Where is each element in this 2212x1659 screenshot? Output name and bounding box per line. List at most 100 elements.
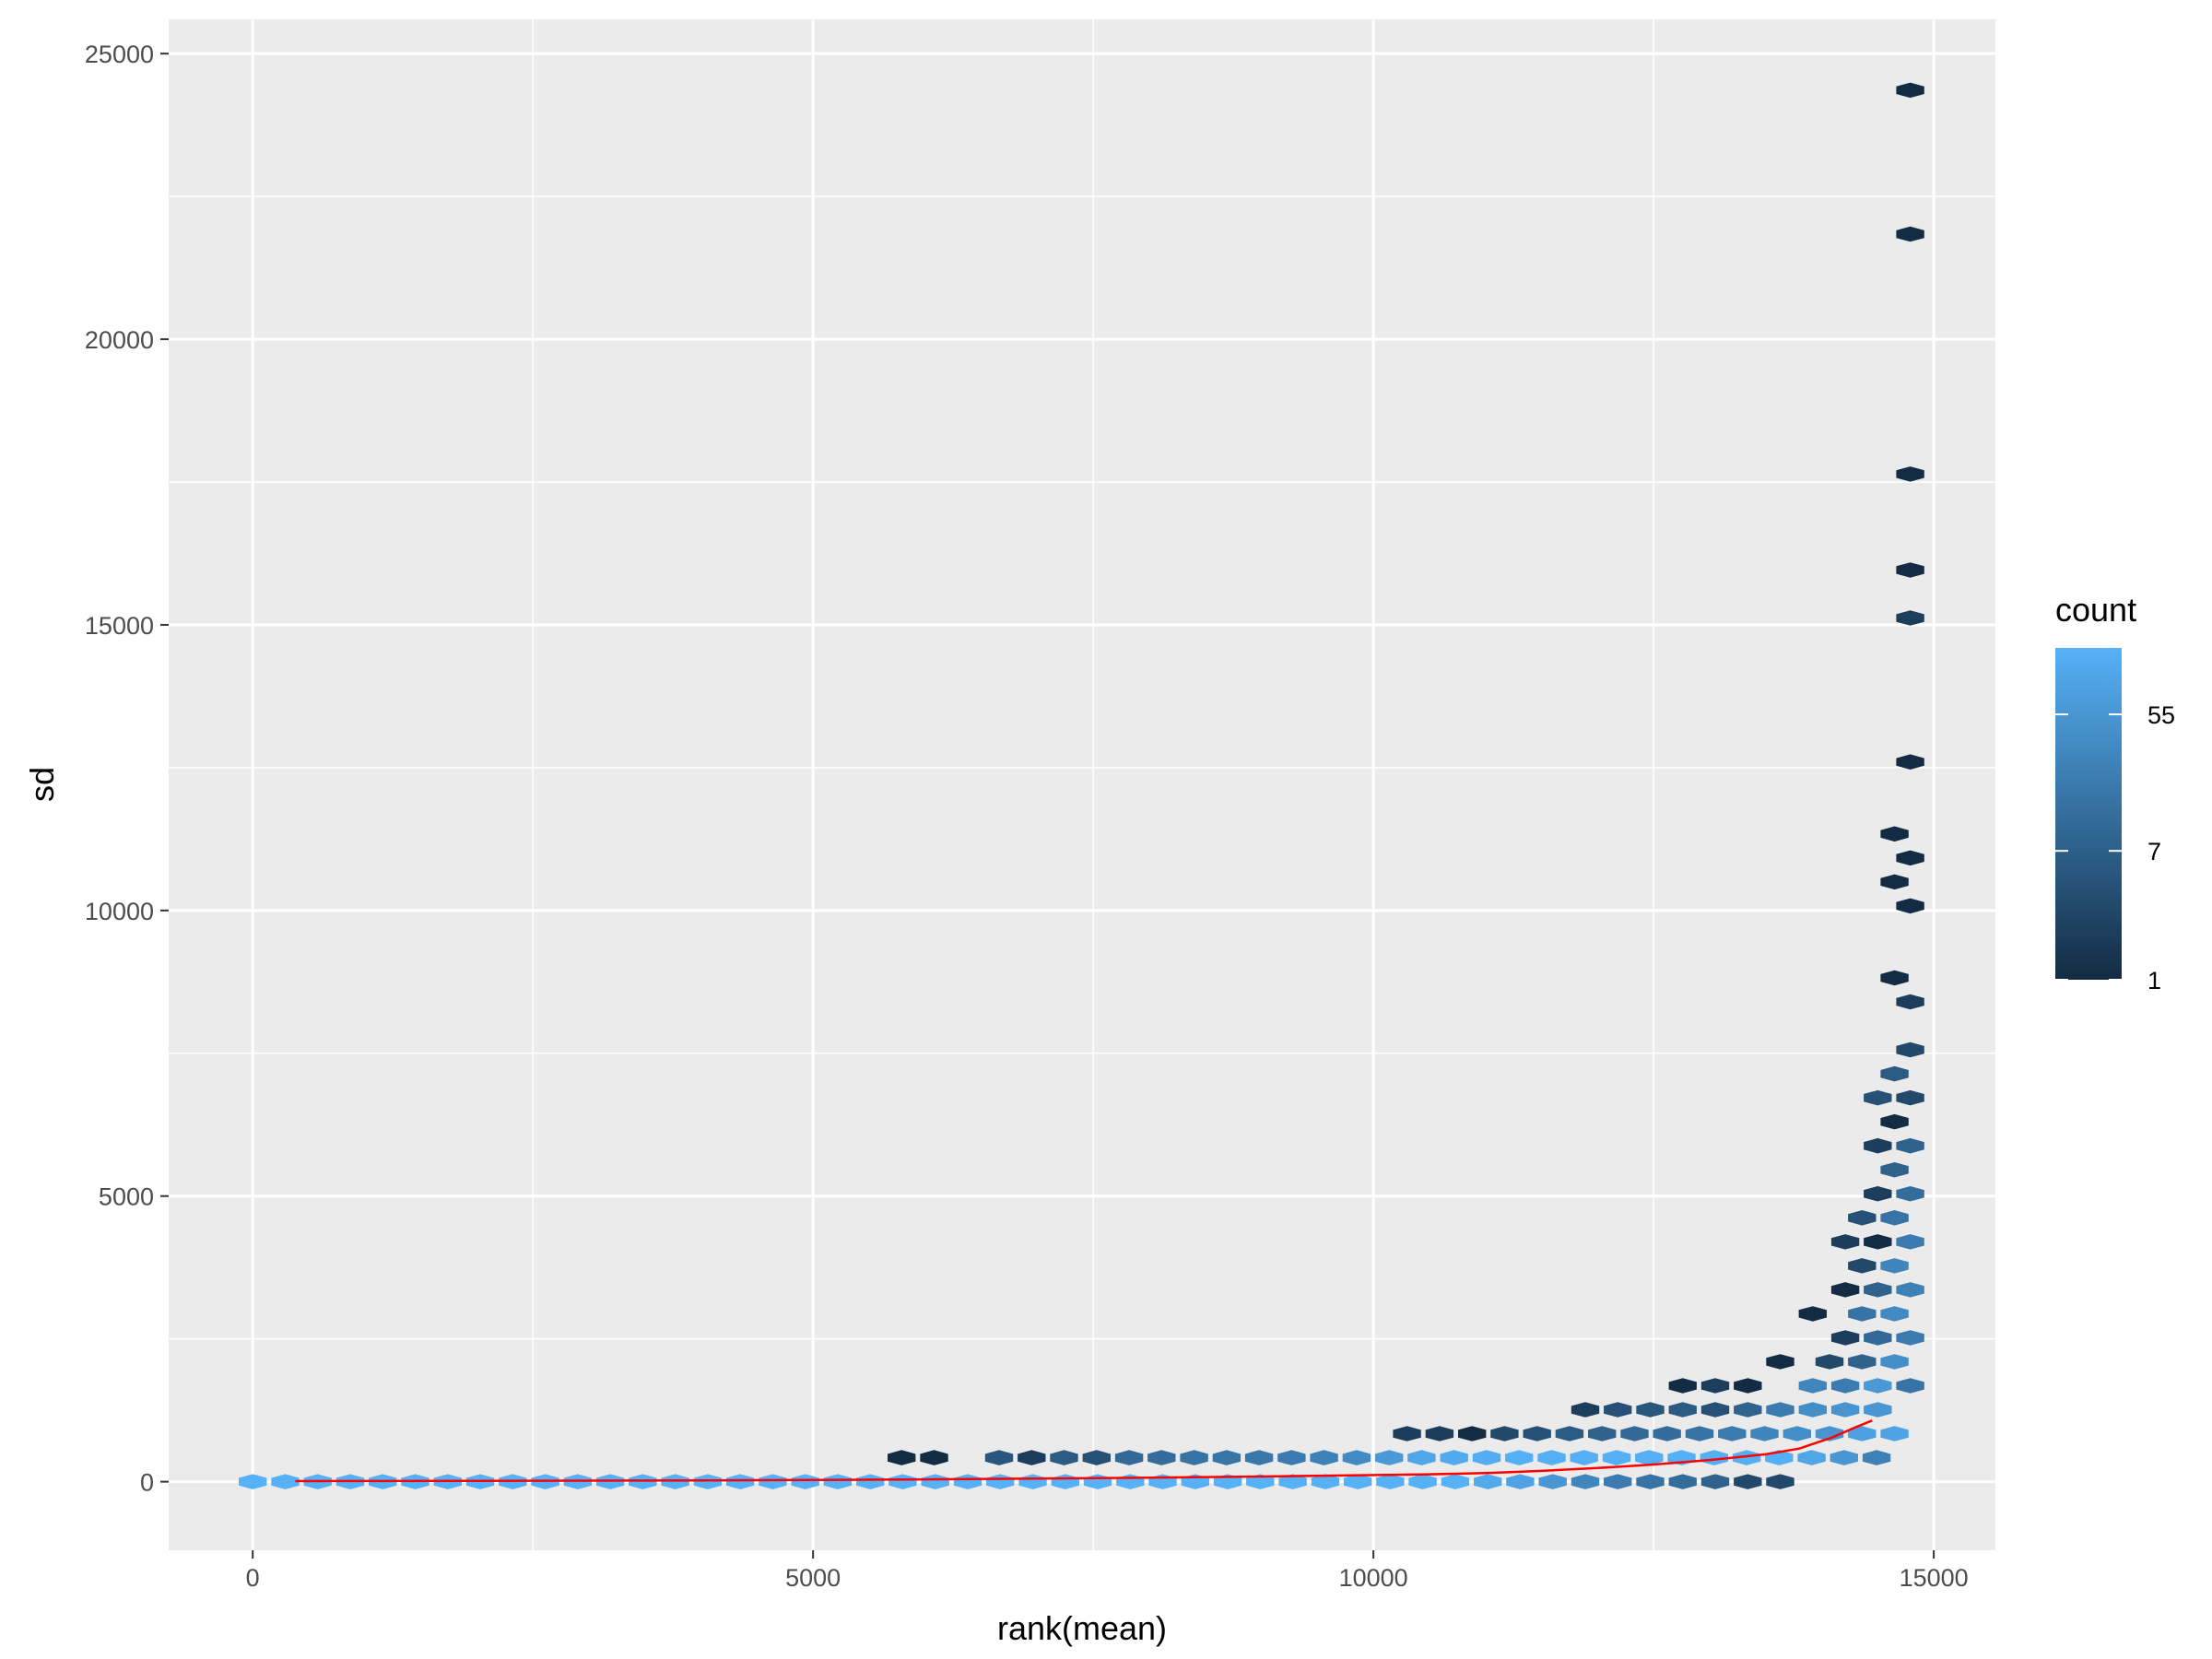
hex-cell — [984, 1450, 1014, 1465]
hex-cell — [888, 1450, 916, 1465]
hex-cell — [271, 1474, 300, 1489]
hex-cell — [1896, 1330, 1924, 1346]
hex-cell — [1700, 1402, 1730, 1418]
hex-cell — [1505, 1450, 1534, 1465]
hex-cell — [1375, 1450, 1404, 1465]
hex-cell — [1311, 1474, 1340, 1489]
y-axis-title: sd — [23, 767, 61, 802]
y-tick-label: 0 — [140, 1469, 154, 1497]
hex-cell — [1798, 1378, 1827, 1394]
hex-cell — [1880, 1258, 1909, 1274]
hex-cell — [1880, 1162, 1909, 1178]
hex-cell — [1880, 1210, 1909, 1226]
hex-cell — [1538, 1474, 1567, 1489]
hex-cell — [661, 1474, 689, 1489]
y-tick-label: 5000 — [99, 1183, 154, 1211]
hex-cell — [1050, 1450, 1078, 1465]
hex-cell — [1604, 1474, 1632, 1489]
hex-cell — [1848, 1258, 1877, 1274]
hex-cell — [1425, 1426, 1454, 1441]
hex-cell — [1880, 874, 1909, 890]
hex-cell — [1246, 1474, 1275, 1489]
hex-cell — [1880, 1354, 1909, 1370]
hex-cell — [1474, 1474, 1502, 1489]
hex-cell — [1441, 1474, 1470, 1489]
minor-gridlines — [169, 19, 1995, 1550]
hex-cell — [1864, 1282, 1892, 1298]
hex-cell — [1766, 1474, 1794, 1489]
trend-line-group — [295, 1419, 1873, 1483]
hex-cell — [1896, 898, 1924, 914]
hex-cell — [791, 1474, 819, 1489]
hex-cell — [1700, 1450, 1728, 1465]
hex-cell — [1342, 1450, 1371, 1465]
hex-cell — [1732, 1450, 1761, 1465]
legend-colorbar — [2055, 648, 2122, 980]
hex-cell — [1685, 1426, 1714, 1441]
hex-cell — [725, 1474, 755, 1489]
x-tick-label: 0 — [246, 1564, 260, 1592]
hex-cell — [1880, 970, 1909, 986]
hex-cell — [1537, 1450, 1566, 1465]
hex-cell — [1570, 1450, 1598, 1465]
hex-cell — [1830, 1234, 1860, 1250]
hex-cell — [1440, 1450, 1468, 1465]
hex-cell — [1018, 1450, 1046, 1465]
hex-cell — [1783, 1426, 1811, 1441]
hex-cell — [1407, 1450, 1436, 1465]
hex-cell — [1506, 1474, 1535, 1489]
hex-cell — [1114, 1450, 1144, 1465]
hex-cell — [1896, 82, 1924, 99]
hex-cell — [1864, 1402, 1892, 1418]
hex-cell — [1278, 1474, 1307, 1489]
hex-cell — [1571, 1402, 1600, 1418]
hex-cell — [1880, 1306, 1909, 1322]
hex-cell — [1244, 1450, 1274, 1465]
hex-cell — [1830, 1282, 1860, 1298]
hex-cell — [888, 1474, 917, 1489]
hex-cell — [1668, 1402, 1697, 1418]
hex-cell — [1896, 1137, 1924, 1154]
hex-cell — [1750, 1426, 1779, 1441]
hex-cell — [1604, 1402, 1632, 1418]
hex-cell — [1798, 1306, 1827, 1322]
legend-label: 7 — [2147, 838, 2161, 865]
hex-cell — [1848, 1306, 1877, 1322]
trend-line — [295, 1419, 1873, 1483]
hex-cell — [1408, 1474, 1437, 1489]
hex-cell — [1830, 1450, 1858, 1465]
hex-cell — [1310, 1450, 1338, 1465]
hex-cell — [856, 1474, 885, 1489]
hex-cell — [1896, 994, 1924, 1010]
hex-cell — [1864, 1089, 1892, 1106]
hex-cell — [1864, 1330, 1892, 1346]
hex-cell — [1653, 1426, 1681, 1441]
x-axis-title: rank(mean) — [997, 1609, 1167, 1647]
hex-cell — [239, 1474, 267, 1489]
hex-cell — [1766, 1354, 1794, 1370]
hex-cell — [1472, 1450, 1501, 1465]
hex-cell — [1848, 1354, 1877, 1370]
hex-cell — [1862, 1450, 1891, 1465]
hex-cell — [1864, 1234, 1892, 1250]
hex-cell — [823, 1474, 853, 1489]
hex-cell — [1571, 1474, 1600, 1489]
y-tick-label: 15000 — [85, 612, 154, 640]
hex-cell — [1880, 1113, 1909, 1130]
hex-cell — [1797, 1450, 1826, 1465]
legend-label: 1 — [2147, 967, 2161, 994]
hex-cell — [1896, 1186, 1924, 1202]
hex-cell — [1896, 1378, 1924, 1394]
hex-cell — [1896, 1089, 1924, 1106]
hex-cell — [1700, 1474, 1730, 1489]
hex-cell — [1880, 1065, 1909, 1082]
hex-cell — [1896, 1234, 1924, 1250]
hex-cell — [1082, 1450, 1111, 1465]
hex-cell — [1277, 1450, 1306, 1465]
hex-cell — [1896, 754, 1924, 770]
hex-cell — [1766, 1402, 1794, 1418]
hex-cell — [1848, 1426, 1877, 1441]
hex-cell — [1700, 1378, 1730, 1394]
hex-cell — [1815, 1354, 1844, 1370]
